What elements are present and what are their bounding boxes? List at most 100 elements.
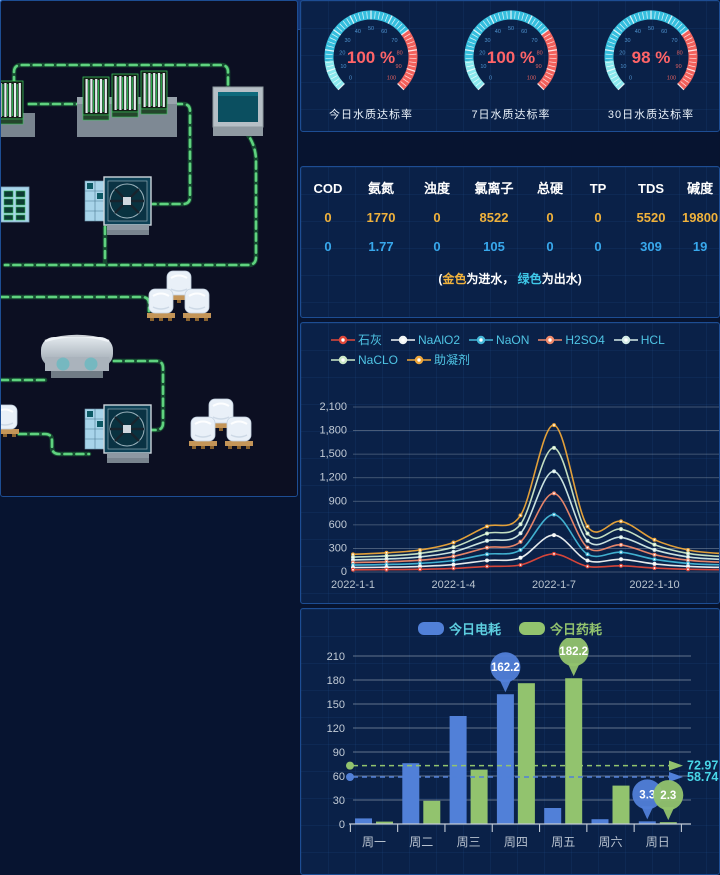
- svg-text:100: 100: [527, 76, 536, 82]
- svg-text:周日: 周日: [646, 835, 670, 849]
- table-cell: 0: [546, 238, 554, 254]
- svg-text:周四: 周四: [504, 835, 528, 849]
- table-cell: 1.77: [368, 238, 394, 254]
- table-cell: 0: [433, 209, 441, 225]
- water-parameters-panel: COD 氨氮 浊度 氯离子 总硬 TP TDS 碱度 0 1770 0 8522 0 0 5520 19800…: [300, 166, 720, 318]
- table-note: (金色为进水， 绿色为出水): [438, 271, 582, 286]
- svg-text:10: 10: [340, 64, 346, 70]
- table-header: 总硬: [536, 181, 563, 196]
- sludge-press-machine[interactable]: [41, 334, 113, 378]
- table-header: TDS: [638, 181, 664, 196]
- legend-item-NaCLO[interactable]: NaCLO: [331, 353, 398, 367]
- legend-item-NaON[interactable]: NaON: [469, 333, 529, 347]
- svg-text:30: 30: [344, 38, 350, 44]
- svg-text:0: 0: [629, 76, 632, 82]
- svg-text:60: 60: [381, 29, 387, 35]
- svg-text:2022-1-10: 2022-1-10: [629, 579, 679, 591]
- gauge-0[interactable]: 0 10 20 30 40 50 60 70 80 90 100 100 % 今日水质达标率: [301, 5, 441, 122]
- consumption-panel: 今日电耗 今日药耗 0 30 60 90 120 150 180 210 周一 周二 周三 周四 周五 周六…: [300, 608, 720, 875]
- legend-label: 助凝剂: [434, 353, 471, 367]
- legend-label: H2SO4: [565, 332, 605, 347]
- svg-text:30: 30: [333, 795, 345, 807]
- legend-label: HCL: [640, 332, 665, 347]
- membrane-rack-left[interactable]: [1, 80, 35, 137]
- legend-item-今日药耗[interactable]: 今日药耗: [519, 619, 602, 638]
- plant-3d-scene[interactable]: [1, 1, 298, 496]
- legend-item-石灰[interactable]: 石灰: [331, 331, 382, 348]
- svg-text:20: 20: [619, 50, 625, 56]
- svg-text:2022-1-4: 2022-1-4: [431, 579, 475, 591]
- aeration-basin[interactable]: [212, 86, 264, 136]
- svg-text:300: 300: [329, 542, 347, 554]
- svg-text:40: 40: [495, 29, 501, 35]
- dosing-trend-chart[interactable]: 0 300 600 900 1,200 1,500 1,800 2,100 2022-1-1 20…: [301, 368, 719, 604]
- legend-label: 石灰: [358, 333, 383, 347]
- chemical-bags-upper[interactable]: [147, 270, 211, 321]
- legend-label: NaON: [496, 332, 530, 347]
- svg-text:0: 0: [339, 819, 345, 831]
- svg-text:80: 80: [537, 50, 543, 56]
- table-cell: 19800: [682, 209, 719, 225]
- svg-text:70: 70: [671, 38, 677, 44]
- consumption-legend: 今日电耗 今日药耗: [301, 609, 719, 638]
- svg-text:0: 0: [341, 566, 347, 578]
- dosing-trend-panel: 石灰 NaAlO2 NaON H2SO4 HCL NaCLO 助凝剂 0 300 600 900 1…: [300, 322, 720, 604]
- svg-text:90: 90: [333, 747, 345, 759]
- legend-label: NaCLO: [358, 352, 399, 367]
- gauge-2[interactable]: 0 10 20 30 40 50 60 70 80 90 100 98 % 30日水质达标率: [581, 5, 719, 122]
- table-header: 氯离子: [474, 181, 514, 196]
- table-cell: 0: [324, 209, 332, 225]
- svg-text:70: 70: [531, 38, 537, 44]
- svg-text:90: 90: [396, 64, 402, 70]
- clarifier-upper[interactable]: [83, 175, 153, 237]
- water-quality-gauges-panel: 0 10 20 30 40 50 60 70 80 90 100 100 % 今日水质达标率 0 10 20 3…: [300, 0, 720, 132]
- svg-text:162.2: 162.2: [491, 662, 520, 674]
- svg-text:60: 60: [333, 771, 345, 783]
- table-cell: 0: [546, 209, 554, 225]
- svg-text:50: 50: [508, 26, 514, 32]
- chemical-bag-left[interactable]: [1, 404, 19, 437]
- plant-3d-panel: [0, 0, 298, 497]
- gauge-label-2: 30日水质达标率: [607, 109, 695, 121]
- table-cell: 0: [594, 238, 602, 254]
- membrane-rack-station[interactable]: [77, 70, 177, 137]
- chemical-bags-lower[interactable]: [189, 398, 253, 449]
- gauge-label-1: 7日水质达标率: [471, 109, 551, 121]
- table-header: 浊度: [423, 181, 450, 196]
- table-header: TP: [589, 181, 607, 196]
- legend-item-助凝剂[interactable]: 助凝剂: [407, 351, 470, 368]
- svg-text:2022-1-7: 2022-1-7: [532, 579, 576, 591]
- svg-text:90: 90: [676, 64, 682, 70]
- legend-item-今日电耗[interactable]: 今日电耗: [417, 619, 501, 638]
- legend-label: 今日药耗: [550, 622, 603, 637]
- svg-text:周二: 周二: [409, 835, 433, 849]
- svg-text:900: 900: [329, 495, 347, 507]
- svg-text:80: 80: [677, 50, 683, 56]
- consumption-chart[interactable]: 0 30 60 90 120 150 180 210 周一 周二 周三 周四 周五 周六 周日 72.9758…: [301, 636, 719, 868]
- legend-label: NaAlO2: [418, 332, 461, 347]
- svg-text:周六: 周六: [598, 835, 622, 849]
- svg-text:1,500: 1,500: [319, 448, 347, 460]
- callout-2.3: 2.3: [653, 780, 684, 821]
- dosing-cabinet[interactable]: [1, 186, 30, 223]
- legend-item-HCL[interactable]: HCL: [613, 332, 665, 347]
- gauge-1[interactable]: 0 10 20 30 40 50 60 70 80 90 100 100 % 7日水质达标率: [441, 5, 581, 122]
- svg-text:80: 80: [397, 50, 403, 56]
- legend-item-NaAlO2[interactable]: NaAlO2: [391, 333, 460, 347]
- svg-text:20: 20: [479, 50, 485, 56]
- table-cell: 8522: [479, 209, 509, 225]
- svg-text:600: 600: [329, 519, 347, 531]
- callout-162.2: 162.2: [490, 652, 521, 693]
- svg-text:2.3: 2.3: [660, 790, 676, 802]
- svg-text:2,100: 2,100: [319, 401, 347, 413]
- svg-text:30: 30: [484, 38, 490, 44]
- table-cell: 19: [692, 238, 708, 254]
- svg-text:50: 50: [368, 26, 374, 32]
- legend-item-H2SO4[interactable]: H2SO4: [538, 332, 605, 347]
- svg-text:182.2: 182.2: [559, 646, 588, 658]
- table-cell: 309: [640, 238, 662, 254]
- table-cell: 1770: [366, 209, 396, 225]
- clarifier-lower[interactable]: [83, 403, 153, 465]
- svg-text:60: 60: [521, 29, 527, 35]
